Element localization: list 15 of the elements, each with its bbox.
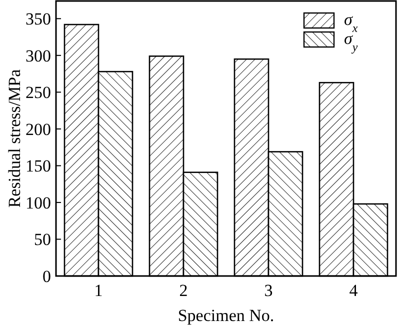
y-tick-label: 350	[26, 10, 51, 29]
legend-label: σ$_{x}$	[344, 10, 358, 35]
y-axis-title: Residual stress/MPa	[4, 68, 24, 208]
x-axis-title: Specimen No.	[178, 306, 274, 325]
y-tick-label: 250	[26, 83, 51, 102]
x-tick-label: 1	[94, 281, 103, 300]
x-tick-label: 4	[349, 281, 358, 300]
y-tick-label: 300	[26, 46, 51, 66]
y-tick-label: 0	[42, 266, 51, 286]
x-tick-label: 3	[264, 281, 273, 300]
y-tick-label: 50	[34, 230, 51, 250]
y-tick-label: 200	[26, 120, 51, 139]
y-tick-label: 150	[26, 156, 51, 176]
y-tick-label: 100	[26, 193, 51, 212]
x-tick-label: 2	[179, 281, 188, 300]
